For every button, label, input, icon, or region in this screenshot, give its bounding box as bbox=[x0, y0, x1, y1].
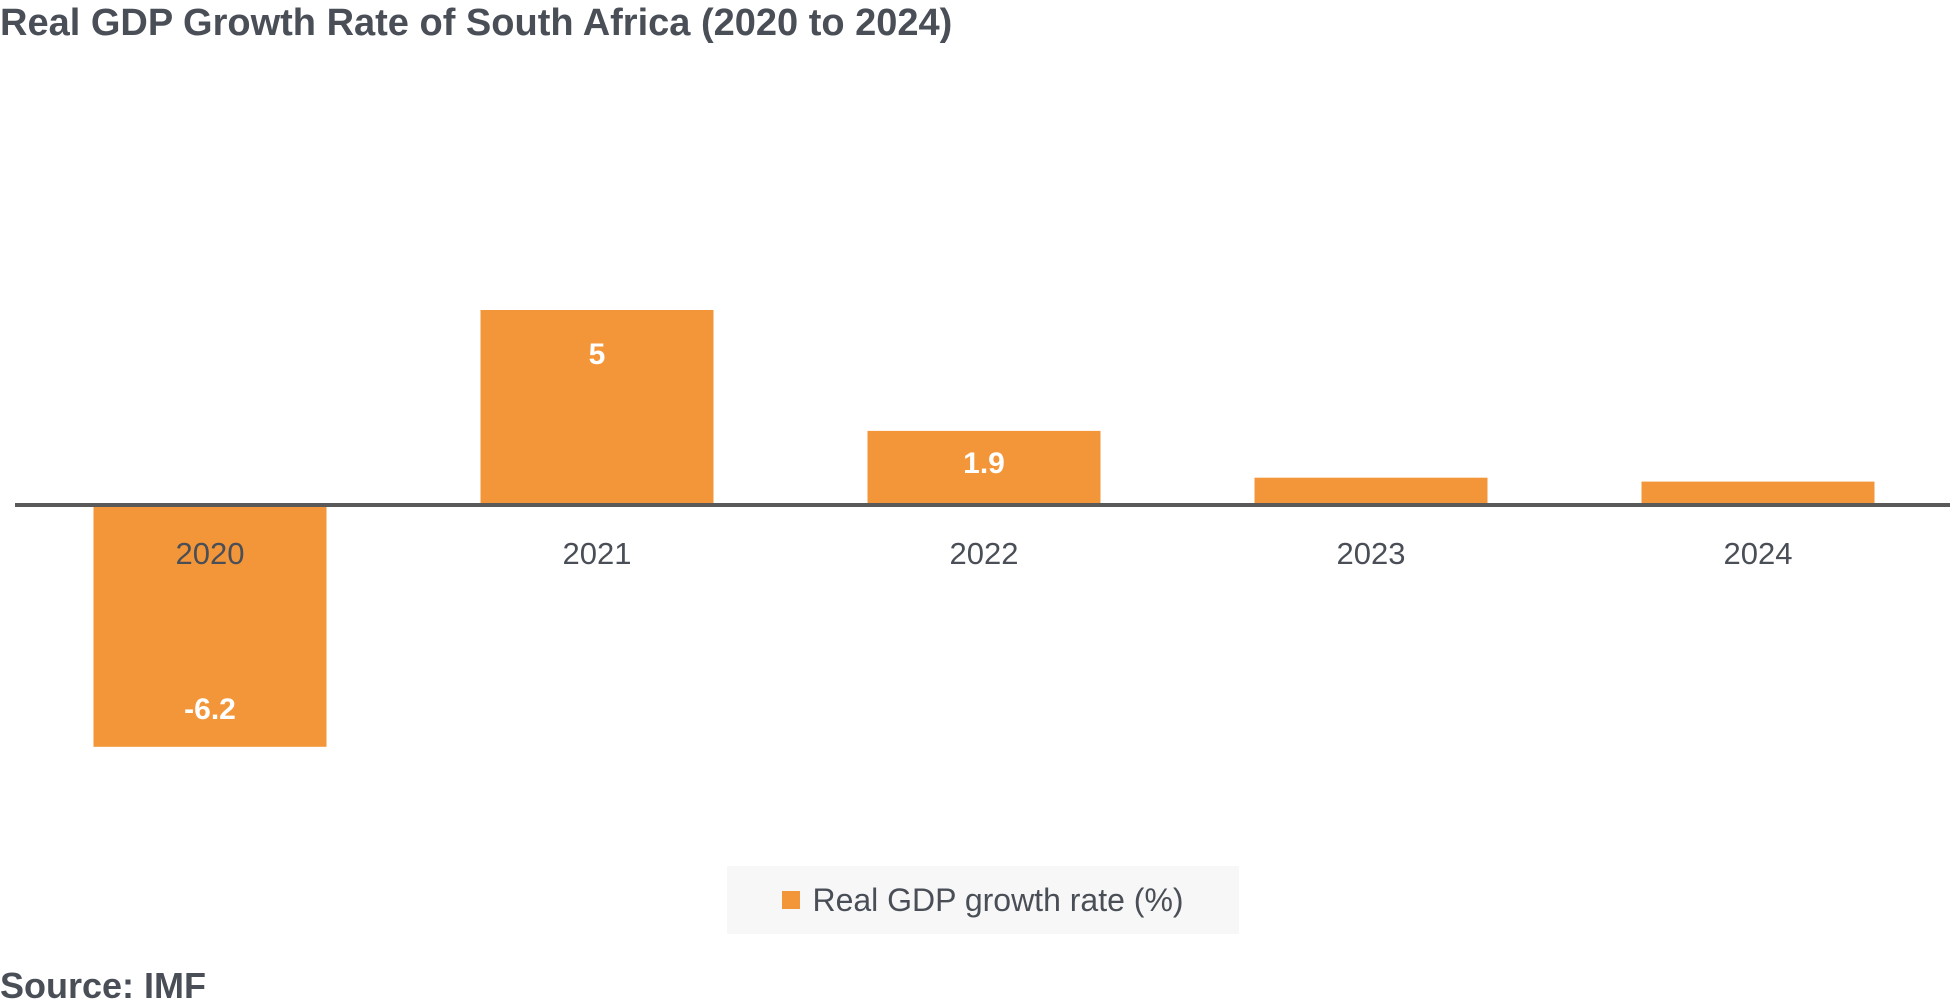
data-label-2021: 5 bbox=[589, 338, 606, 371]
data-label-2022: 1.9 bbox=[963, 447, 1005, 480]
bar-2021 bbox=[480, 310, 714, 505]
bar-2024 bbox=[1641, 481, 1875, 505]
bars-group bbox=[93, 310, 1875, 747]
x-tick-label-2022: 2022 bbox=[950, 536, 1019, 571]
x-tick-label-2020: 2020 bbox=[176, 536, 245, 571]
chart-title: Real GDP Growth Rate of South Africa (20… bbox=[0, 2, 953, 44]
legend-label: Real GDP growth rate (%) bbox=[812, 881, 1184, 918]
bar-2023 bbox=[1254, 477, 1488, 505]
data-label-2020: -6.2 bbox=[184, 693, 236, 726]
source-note: Source: IMF bbox=[0, 965, 207, 1006]
legend: Real GDP growth rate (%) bbox=[727, 866, 1239, 934]
bar-2022 bbox=[867, 430, 1101, 505]
x-tick-labels-group: 2020 2021 2022 2023 2024 bbox=[176, 536, 1793, 571]
x-tick-label-2023: 2023 bbox=[1337, 536, 1406, 571]
legend-swatch bbox=[782, 891, 801, 909]
bar-2020 bbox=[93, 505, 327, 747]
x-tick-label-2021: 2021 bbox=[563, 536, 632, 571]
x-tick-label-2024: 2024 bbox=[1724, 536, 1793, 571]
data-labels-group: -6.2 5 1.9 bbox=[184, 338, 1005, 726]
